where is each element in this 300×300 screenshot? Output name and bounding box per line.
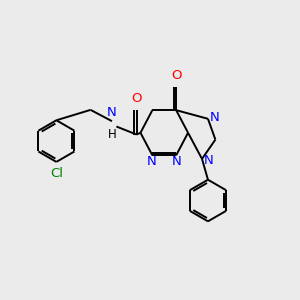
Text: N: N <box>147 155 157 168</box>
Text: O: O <box>131 92 142 104</box>
Text: O: O <box>171 69 181 82</box>
Text: Cl: Cl <box>50 167 63 180</box>
Text: H: H <box>108 128 116 141</box>
Text: N: N <box>210 111 219 124</box>
Text: N: N <box>204 154 213 167</box>
Text: N: N <box>107 106 117 119</box>
Text: N: N <box>172 155 182 168</box>
